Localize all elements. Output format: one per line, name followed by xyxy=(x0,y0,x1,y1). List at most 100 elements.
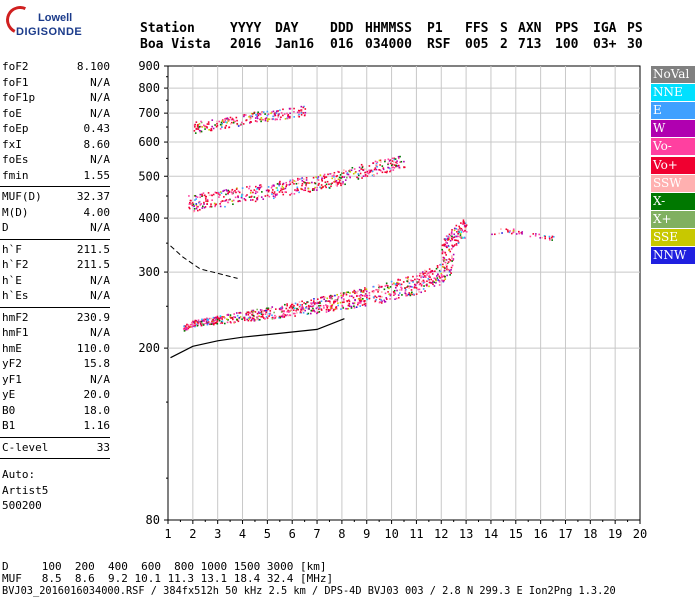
echo-point xyxy=(243,114,245,116)
echo-point xyxy=(302,178,305,180)
echo-point xyxy=(414,278,416,281)
x-tick-label: 12 xyxy=(434,527,448,541)
echo-point xyxy=(271,118,274,120)
echo-point xyxy=(379,159,382,162)
echo-point xyxy=(392,169,395,171)
echo-point xyxy=(420,291,423,294)
echo-point xyxy=(318,305,320,307)
echo-point xyxy=(344,183,346,186)
echo-point xyxy=(541,236,543,239)
echo-point xyxy=(383,301,386,303)
echo-point xyxy=(422,279,425,282)
echo-point xyxy=(301,180,304,182)
echo-point xyxy=(242,123,245,125)
echo-point xyxy=(289,112,291,115)
echo-point xyxy=(405,276,407,279)
echo-point xyxy=(341,301,344,304)
echo-point xyxy=(239,312,242,314)
legend-item: NoVal xyxy=(651,66,695,83)
echo-point xyxy=(256,318,258,321)
echo-point xyxy=(256,198,259,201)
echo-point xyxy=(278,182,281,184)
echo-point xyxy=(441,248,443,251)
echo-point xyxy=(424,290,426,292)
echo-point xyxy=(447,235,450,238)
echo-point xyxy=(445,238,447,241)
echo-point xyxy=(250,199,252,201)
echo-point xyxy=(268,313,271,316)
echo-point xyxy=(384,171,386,173)
echo-point xyxy=(215,191,218,194)
echo-point xyxy=(439,277,441,279)
echo-point xyxy=(212,320,215,322)
echo-point xyxy=(189,199,192,202)
echo-point xyxy=(360,294,362,296)
divider xyxy=(0,306,110,308)
echo-point xyxy=(231,192,234,195)
echo-point xyxy=(290,192,293,195)
echo-point xyxy=(288,183,291,186)
echo-point xyxy=(186,324,188,326)
echo-point xyxy=(199,193,202,196)
echo-point xyxy=(397,279,399,281)
ionogram-chart[interactable]: 1 2 3 4 5 6 7 8 9 10 11 12 13 14 15 16 17 18 19 20802003004… xyxy=(130,60,650,545)
echo-point xyxy=(375,165,378,167)
echo-point xyxy=(359,302,362,304)
echo-point xyxy=(444,252,447,254)
echo-point xyxy=(288,314,291,316)
echo-point xyxy=(549,239,551,241)
echo-point xyxy=(225,189,228,191)
echo-point xyxy=(373,174,375,177)
echo-point xyxy=(321,178,323,181)
echo-point xyxy=(282,108,284,111)
echo-point xyxy=(458,225,460,228)
echo-point xyxy=(380,169,382,172)
digisonde-logo: Lowell DIGISONDE xyxy=(2,2,82,40)
echo-point xyxy=(327,305,330,308)
echo-point xyxy=(217,192,219,194)
echo-point xyxy=(337,304,339,307)
echo-point xyxy=(459,232,462,235)
echo-point xyxy=(342,182,344,185)
echo-point xyxy=(240,195,243,198)
echo-point xyxy=(371,174,374,177)
echo-point xyxy=(216,120,218,123)
echo-point xyxy=(317,184,320,186)
echo-point xyxy=(451,256,453,258)
echo-point xyxy=(222,316,225,318)
echo-point xyxy=(538,233,540,236)
echo-point xyxy=(377,168,380,171)
echo-point xyxy=(311,309,314,312)
echo-point xyxy=(275,110,278,113)
echo-point xyxy=(204,198,207,200)
echo-point xyxy=(401,294,403,296)
divider xyxy=(0,186,110,187)
echo-point xyxy=(452,258,455,260)
echo-point xyxy=(302,106,305,109)
echo-point xyxy=(358,166,361,169)
echo-point xyxy=(435,275,438,277)
echo-point xyxy=(254,192,257,195)
echo-point xyxy=(440,276,443,279)
echo-point xyxy=(335,184,338,186)
echo-point xyxy=(274,314,276,317)
echo-point xyxy=(386,285,389,287)
echo-point xyxy=(457,232,459,235)
echo-point xyxy=(422,273,425,275)
echo-point xyxy=(357,178,360,180)
echo-point xyxy=(381,285,383,288)
echo-point xyxy=(196,126,199,129)
echo-point xyxy=(200,121,203,124)
echo-point xyxy=(357,174,360,177)
echo-point xyxy=(234,120,236,123)
echo-point xyxy=(368,294,371,297)
echo-point xyxy=(255,190,257,193)
echo-point xyxy=(378,295,380,298)
echo-point xyxy=(379,297,382,300)
echo-point xyxy=(254,117,257,119)
echo-point xyxy=(307,190,310,193)
echo-point xyxy=(356,292,358,294)
echo-point xyxy=(388,160,391,162)
echo-point xyxy=(544,237,547,240)
echo-point xyxy=(223,189,226,192)
